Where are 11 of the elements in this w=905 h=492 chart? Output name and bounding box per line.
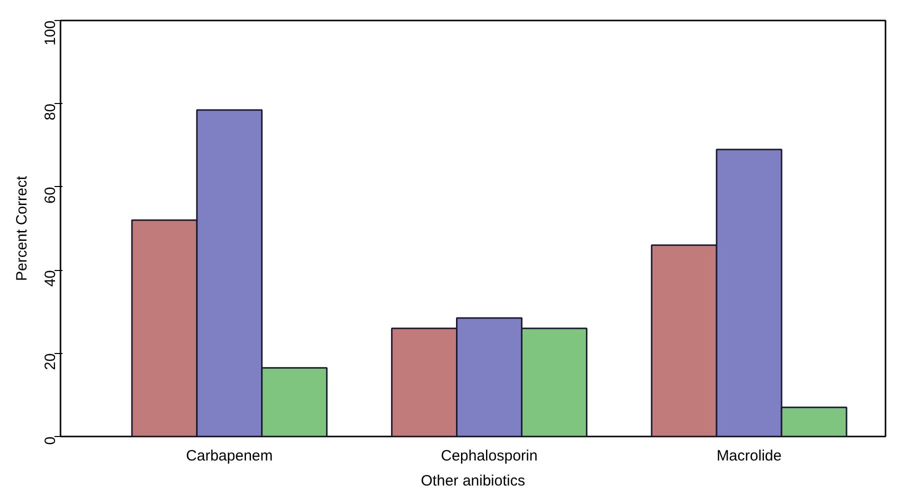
x-tick-label: Carbapenem <box>186 448 273 464</box>
x-tick-label: Cephalosporin <box>440 448 538 464</box>
y-tick-label: 40 <box>42 270 59 287</box>
y-tick-label: 80 <box>42 104 59 120</box>
y-axis-title: Percent Correct <box>14 175 30 282</box>
y-tick-label: 60 <box>42 186 59 204</box>
y-tick-label: 20 <box>42 353 59 370</box>
y-tick-label: 0 <box>42 436 59 445</box>
y-tick-label: 100 <box>42 20 59 46</box>
x-axis-title: Other anibiotics <box>420 472 526 490</box>
x-tick-label: Macrolide <box>716 448 782 464</box>
